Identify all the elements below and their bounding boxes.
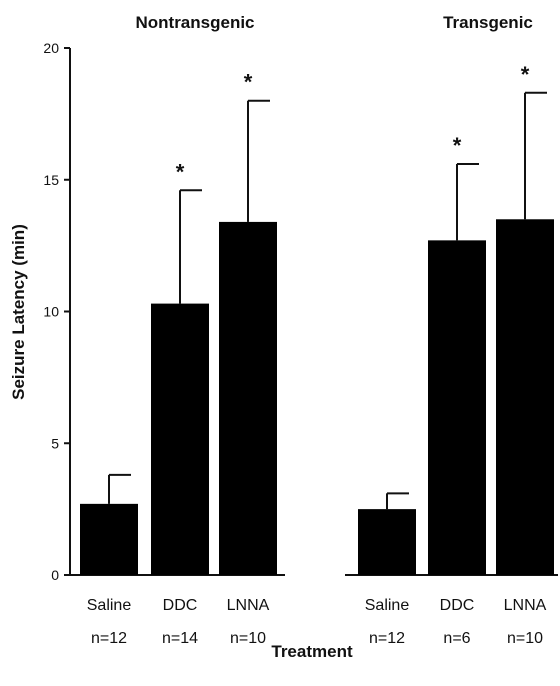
significance-marker: * xyxy=(521,62,530,87)
n-label: n=14 xyxy=(162,630,198,647)
y-tick-label: 5 xyxy=(51,435,59,451)
group-title-nontransgenic: Nontransgenic xyxy=(135,13,254,32)
bar-1-1 xyxy=(428,240,486,576)
y-tick-label: 15 xyxy=(43,172,59,188)
n-label: n=10 xyxy=(507,630,543,647)
n-label: n=10 xyxy=(230,630,266,647)
bar-1-0 xyxy=(358,509,416,575)
bar-0-1 xyxy=(151,303,209,575)
x-tick-label: Saline xyxy=(365,597,410,614)
bar-0-0 xyxy=(80,503,138,575)
y-tick-label: 20 xyxy=(43,40,59,56)
x-tick-label: DDC xyxy=(163,597,198,614)
x-tick-label: LNNA xyxy=(227,597,270,614)
y-tick-label: 0 xyxy=(51,567,59,583)
x-tick-label: LNNA xyxy=(504,597,547,614)
y-axis-label: Seizure Latency (min) xyxy=(9,224,28,400)
bar-0-2 xyxy=(219,221,277,575)
significance-marker: * xyxy=(453,133,462,158)
n-label: n=12 xyxy=(91,630,127,647)
group-title-transgenic: Transgenic xyxy=(443,13,533,32)
significance-marker: * xyxy=(244,70,253,95)
n-label: n=12 xyxy=(369,630,405,647)
x-tick-label: Saline xyxy=(87,597,132,614)
plot-area: 0 5 10 15 20 Saline n=12 * DDC n=14 * LNNA n=10 Salin… xyxy=(43,40,558,647)
y-tick-label: 10 xyxy=(43,304,59,320)
x-tick-label: DDC xyxy=(440,597,475,614)
significance-marker: * xyxy=(176,159,185,184)
bar-1-2 xyxy=(496,219,554,575)
x-axis-label: Treatment xyxy=(271,642,353,661)
n-label: n=6 xyxy=(443,630,470,647)
